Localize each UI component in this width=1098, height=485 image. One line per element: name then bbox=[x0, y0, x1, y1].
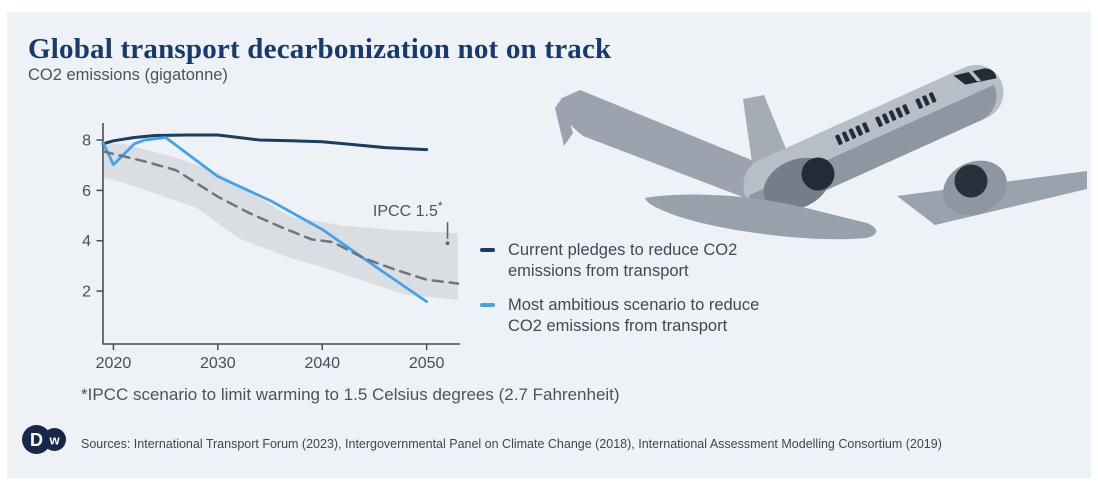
y-tick-label: 4 bbox=[82, 233, 91, 250]
footnote: *IPCC scenario to limit warming to 1.5 C… bbox=[81, 385, 620, 404]
y-tick-label: 6 bbox=[82, 183, 91, 200]
y-tick-label: 2 bbox=[82, 284, 91, 301]
airplane-far-engine-intake bbox=[801, 157, 835, 191]
emissions-line-chart: 2020 2030 2040 2050 2 4 6 8 IPCC 1.5* bbox=[82, 123, 460, 372]
legend-label-current-pledges: Current pledges to reduce CO2 emissions … bbox=[508, 241, 738, 280]
series-line-2 bbox=[101, 150, 460, 285]
x-tick-label: 2050 bbox=[409, 355, 445, 372]
y-tick-label: 8 bbox=[82, 133, 91, 150]
legend-item-ambitious-scenario: Most ambitious scenario to reduce CO2 em… bbox=[480, 295, 780, 337]
legend-swatch-current-pledges bbox=[480, 248, 495, 252]
airplane-far-wing bbox=[561, 90, 793, 209]
x-tick-label: 2020 bbox=[96, 355, 132, 372]
airplane-passenger-windows bbox=[835, 92, 937, 146]
page-title: Global transport decarbonization not on … bbox=[28, 33, 612, 66]
dw-logo: D w bbox=[22, 425, 66, 454]
x-tick-label: 2040 bbox=[304, 355, 340, 372]
legend-item-current-pledges: Current pledges to reduce CO2 emissions … bbox=[480, 240, 780, 282]
legend-label-ambitious-scenario: Most ambitious scenario to reduce CO2 em… bbox=[508, 296, 760, 335]
chart-legend: Current pledges to reduce CO2 emissions … bbox=[480, 240, 780, 337]
airplane-near-engine-intake bbox=[954, 164, 988, 198]
airplane-cockpit-window-gap bbox=[968, 70, 982, 82]
annotation-arrow-dot bbox=[445, 241, 450, 246]
annotation-label: IPCC 1.5* bbox=[373, 199, 443, 220]
airplane-illustration bbox=[555, 64, 1087, 240]
infographic-card bbox=[7, 12, 1091, 478]
series-line-0 bbox=[101, 133, 429, 152]
airplane-near-wing bbox=[645, 194, 877, 240]
svg-text:w: w bbox=[48, 433, 60, 448]
x-tick-label: 2030 bbox=[200, 355, 236, 372]
sources-line: Sources: International Transport Forum (… bbox=[81, 437, 942, 451]
svg-text:D: D bbox=[30, 430, 43, 450]
legend-swatch-ambitious-scenario bbox=[480, 303, 495, 307]
airplane-winglet bbox=[555, 98, 573, 146]
series-line-1 bbox=[101, 136, 429, 304]
ipcc-uncertainty-band bbox=[103, 142, 458, 300]
chart-subtitle: CO2 emissions (gigatonne) bbox=[28, 66, 228, 84]
